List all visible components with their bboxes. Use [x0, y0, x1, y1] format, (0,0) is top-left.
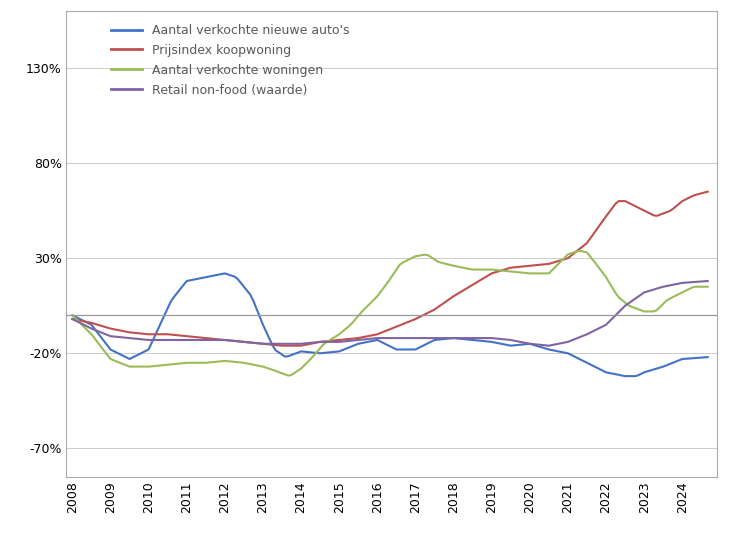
Legend: Aantal verkochte nieuwe auto's, Prijsindex koopwoning, Aantal verkochte woningen: Aantal verkochte nieuwe auto's, Prijsind… — [111, 24, 350, 96]
